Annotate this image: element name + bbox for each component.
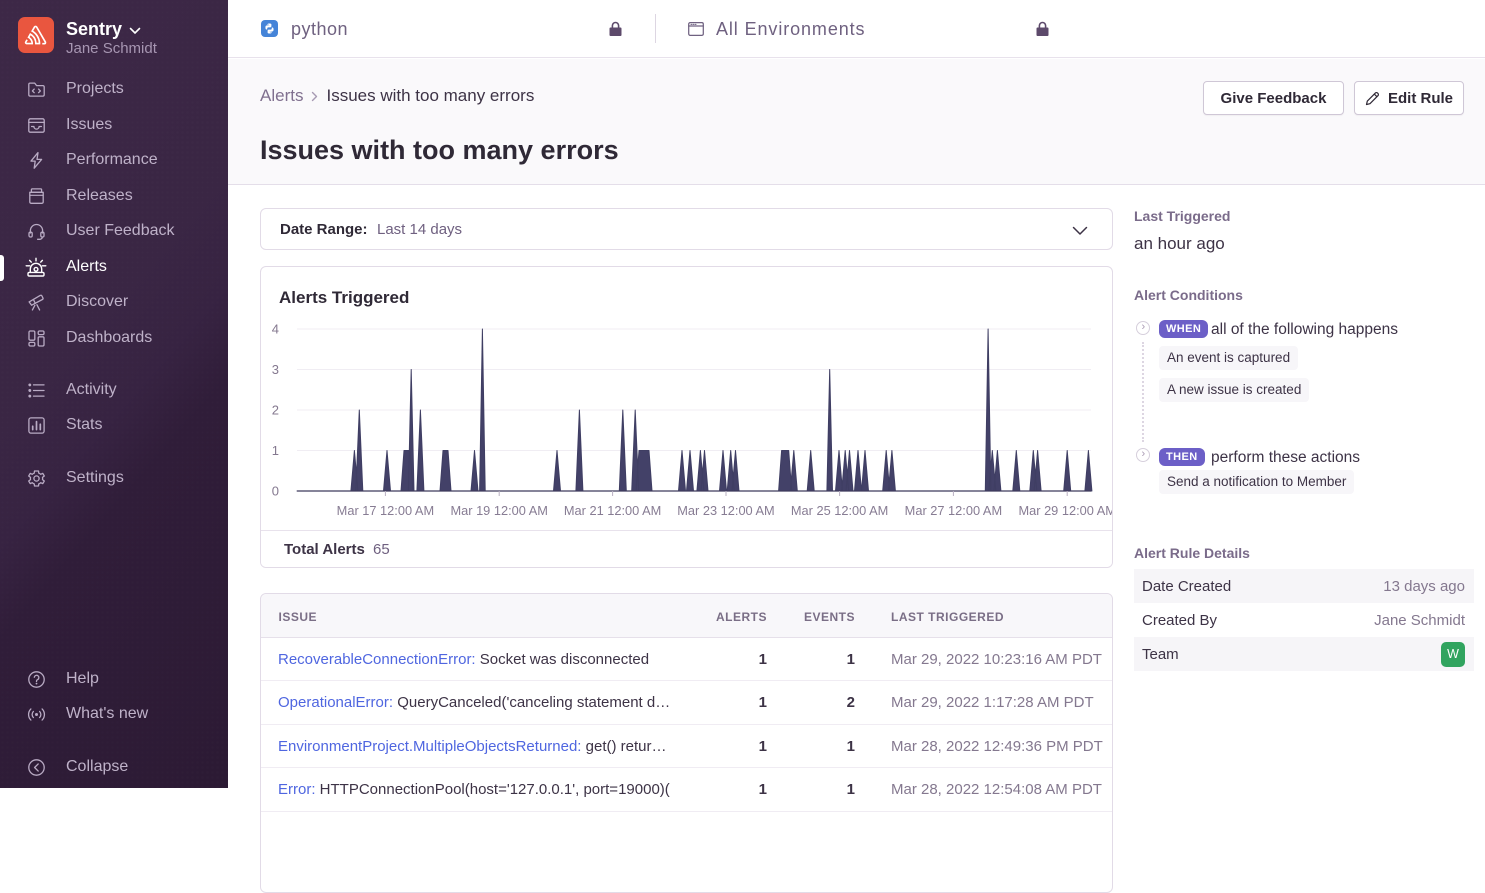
svg-text:3: 3 (272, 362, 279, 377)
svg-text:Mar 29 12:00 AM: Mar 29 12:00 AM (1018, 503, 1112, 518)
svg-text:Mar 17 12:00 AM: Mar 17 12:00 AM (337, 503, 434, 518)
svg-text:Mar 23 12:00 AM: Mar 23 12:00 AM (677, 503, 774, 518)
svg-text:Mar 19 12:00 AM: Mar 19 12:00 AM (450, 503, 547, 518)
svg-text:Mar 27 12:00 AM: Mar 27 12:00 AM (905, 503, 1002, 518)
svg-text:0: 0 (272, 484, 279, 499)
svg-text:Mar 21 12:00 AM: Mar 21 12:00 AM (564, 503, 661, 518)
svg-text:Mar 25 12:00 AM: Mar 25 12:00 AM (791, 503, 888, 518)
svg-text:2: 2 (272, 403, 279, 418)
svg-text:4: 4 (272, 322, 279, 337)
svg-text:1: 1 (272, 443, 279, 458)
